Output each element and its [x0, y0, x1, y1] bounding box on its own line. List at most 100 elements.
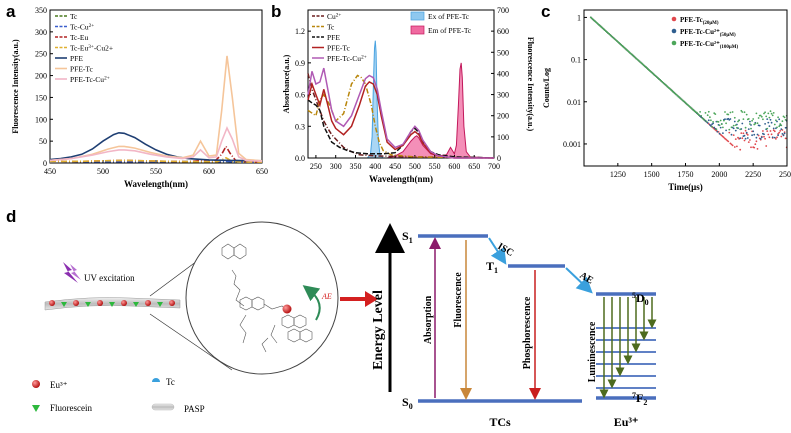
chart-c-point	[776, 127, 778, 129]
chart-c-point	[770, 130, 772, 132]
chart-c-xtick-label: 2500	[779, 170, 791, 179]
chart-c-point	[776, 136, 778, 138]
chart-c-point	[765, 116, 767, 118]
chart-c-point	[747, 137, 749, 139]
luminescence-label: Luminescence	[587, 321, 598, 382]
s1-label: S1	[402, 229, 413, 245]
chart-c-point	[771, 122, 773, 124]
panel-letter-b: b	[271, 2, 281, 22]
chart-c-point	[730, 118, 732, 120]
isc-label: ISC	[496, 241, 516, 259]
chart-c-point	[708, 119, 710, 121]
figure: 450 500 550 600 650050100150200250300350Wave…	[0, 0, 791, 433]
chart-c-legend-marker	[672, 17, 677, 22]
chart-b-ytick-label: 0.9	[295, 59, 305, 68]
chart-c-point	[762, 130, 764, 132]
chart-c-point	[736, 127, 738, 129]
chart-b-legend-label: Cu2+	[327, 12, 341, 21]
chart-c-point	[741, 111, 743, 113]
chart-c-point	[767, 122, 769, 124]
chart-c-point	[749, 139, 751, 141]
fluorescein-key-icon	[32, 405, 40, 412]
chart-c-point	[745, 138, 747, 140]
chart-c-point	[774, 124, 776, 126]
chart-b-xtick-label: 300	[330, 162, 342, 171]
chart-b-ytick-label: 0.6	[295, 91, 305, 100]
chart-c-point	[712, 121, 714, 123]
chart-b-y2tick-label: 500	[497, 48, 509, 57]
chart-c-xtick-label: 1750	[678, 170, 694, 179]
panel-letter-d: d	[6, 207, 16, 227]
chart-b-xtick-label: 450	[389, 162, 401, 171]
panel-letter-a: a	[6, 2, 15, 22]
chart-c-point	[707, 122, 709, 124]
chart-c-point	[770, 110, 772, 112]
chart-c-point	[766, 130, 768, 132]
chart-c-point	[771, 113, 773, 115]
chart-b-legend-label: PFE-Tc-Cu2+	[327, 54, 367, 63]
chart-a-xtick-label: 650	[256, 167, 268, 176]
chart-c-point	[722, 127, 724, 129]
chart-c-point	[763, 133, 765, 135]
chart-c-point	[746, 132, 748, 134]
chart-c-point	[722, 132, 724, 134]
panel-d-schematic: UV excitation AE	[32, 222, 656, 429]
chart-a-ytick-label: 300	[35, 28, 47, 37]
chart-c-point	[753, 147, 755, 149]
chart-c-point	[761, 136, 763, 138]
chart-a-legend-label: PFE-Tc	[70, 65, 93, 74]
chart-b-y2tick-label: 600	[497, 27, 509, 36]
ae-label: AE	[578, 270, 596, 287]
chart-a-xtick-label: 600	[203, 167, 215, 176]
chart-c-legend-label: PFE-Tc-Cu²⁺(100μM)	[680, 40, 738, 50]
chart-a-ytick-label: 250	[35, 50, 47, 59]
chart-c-point	[754, 123, 756, 125]
chart-c-point	[711, 126, 713, 128]
chart-c-point	[782, 120, 784, 122]
chart-c-point	[761, 116, 763, 118]
chart-b-legend-label: Em of PFE-Tc	[428, 26, 472, 35]
chart-c-point	[784, 133, 786, 135]
chart-c-xlabel: Time(μs)	[668, 182, 702, 192]
eu-key-icon	[32, 380, 40, 388]
chart-c-point	[743, 132, 745, 134]
chart-c-point	[721, 123, 723, 125]
chart-a-ytick-label: 150	[35, 93, 47, 102]
chart-c-point	[734, 117, 736, 119]
chart-b-xtick-label: 600	[448, 162, 460, 171]
chart-c-point	[744, 135, 746, 137]
chart-c-point	[769, 125, 771, 127]
chart-a-ytick-label: 100	[35, 115, 47, 124]
chart-c-point	[778, 125, 780, 127]
chart-a-ytick-label: 350	[35, 6, 47, 15]
ae-label-zoom: AE	[321, 292, 332, 301]
uv-excitation-label: UV excitation	[84, 273, 135, 283]
chart-c-point	[739, 137, 741, 139]
chart-c-point	[724, 118, 726, 120]
chart-c-point	[718, 121, 720, 123]
chart-c-point	[775, 119, 777, 121]
chart-c-point	[730, 112, 732, 114]
chart-c-point	[707, 114, 709, 116]
chart-c-point	[745, 130, 747, 132]
chart-c-point	[763, 136, 765, 138]
chart-b-xtick-label: 350	[349, 162, 361, 171]
chart-c-point	[767, 113, 769, 115]
chart-a: 450 500 550 600 650 0 50 100 150 200 250 300 350 Wave…	[11, 6, 268, 189]
chart-c-point	[725, 122, 727, 124]
chart-c-point	[758, 117, 760, 119]
chart-b-legend-label: Ex of PFE-Tc	[428, 12, 470, 21]
chart-c-point	[757, 148, 759, 150]
chart-c-point	[739, 149, 741, 151]
chart-c-point	[784, 117, 786, 119]
chart-c-point	[766, 128, 768, 130]
chart-c-point	[739, 128, 741, 130]
chart-c-ylabel: Counts/Log	[542, 68, 551, 108]
chart-c-point	[727, 141, 729, 143]
chart-a-xlabel: Wavelength(nm)	[124, 179, 188, 189]
chart-c-point	[723, 120, 725, 122]
chart-c-ytick-label: 0.01	[567, 98, 581, 107]
chart-c-point	[731, 126, 733, 128]
chart-b-xtick-label: 650	[468, 162, 480, 171]
chart-a-ytick-label: 50	[39, 137, 47, 146]
